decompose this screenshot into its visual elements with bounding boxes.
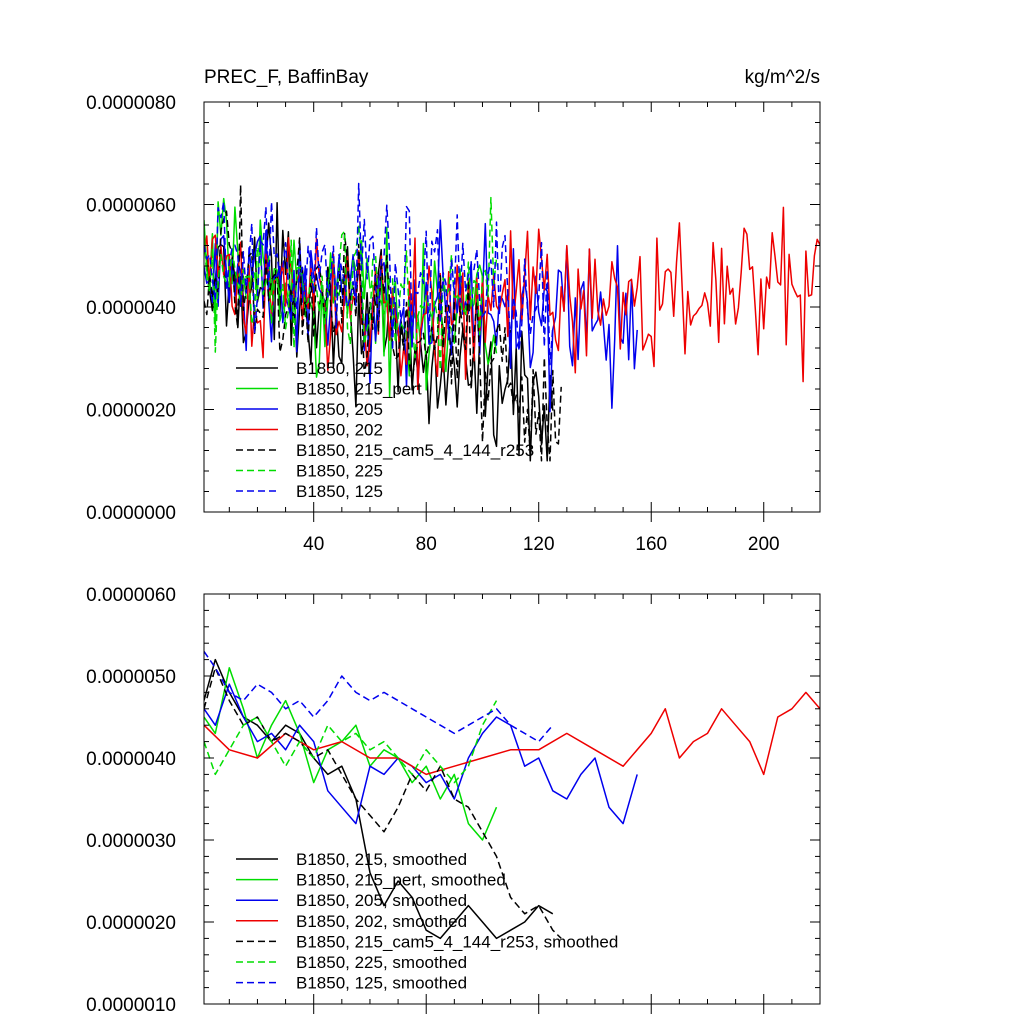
top-x-tick-label: 200 (748, 534, 780, 555)
bottom-y-tick-label: 0.0000040 (86, 749, 176, 770)
top-x-tick-label: 160 (635, 534, 667, 555)
top-x-tick-label: 120 (523, 534, 555, 555)
top-chart-panel: 0.0000000 0.0000020 0.0000040 0.0000060 0.00… (86, 93, 821, 555)
bottom-y-tick-label: 0.0000020 (86, 913, 176, 934)
top-series-line-4 (204, 206, 820, 391)
bottom-series-line-7 (204, 650, 554, 743)
bottom-chart-panel: 0.0000010 0.0000020 0.0000030 0.0000040 0.00… (86, 585, 821, 1016)
top-chart-title: PREC_F, BaffinBay (204, 67, 369, 88)
bottom-series-line-6 (204, 700, 498, 784)
bottom-legend-label: B1850, 215_cam5_4_144_r253, smoothed (296, 932, 618, 951)
bottom-series-line-4 (204, 691, 820, 776)
top-chart-units: kg/m^2/s (745, 67, 820, 88)
bottom-plot-frame (203, 593, 821, 1005)
bottom-series-line-5 (204, 667, 562, 939)
top-y-tick-label: 0.0000060 (86, 196, 176, 217)
top-y-tick-label: 0.0000080 (86, 93, 176, 114)
top-series-line-6 (204, 196, 498, 371)
bottom-legend-label: B1850, 125, smoothed (296, 974, 467, 993)
bottom-legend-label: B1850, 205, smoothed (296, 891, 467, 910)
bottom-series-line-1 (204, 658, 554, 940)
top-y-tick-label: 0.0000040 (86, 298, 176, 319)
top-legend-label: B1850, 125 (296, 482, 383, 501)
bottom-y-tick-label: 0.0000030 (86, 831, 176, 852)
top-x-tick-label: 80 (416, 534, 437, 555)
bottom-legend-label: B1850, 215_pert, smoothed (296, 871, 506, 890)
bottom-series-line-2 (204, 667, 498, 841)
top-legend-label: B1850, 205 (296, 400, 383, 419)
top-legend-label: B1850, 225 (296, 462, 383, 481)
top-series-line-7 (204, 182, 554, 366)
top-x-tick-label: 40 (303, 534, 324, 555)
top-legend-label: B1850, 215_pert (296, 380, 422, 399)
top-legend-label: B1850, 215 (296, 359, 383, 378)
bottom-y-tick-label: 0.0000050 (86, 667, 176, 688)
bottom-legend-label: B1850, 202, smoothed (296, 912, 467, 931)
top-y-tick-label: 0.0000020 (86, 401, 176, 422)
top-legend-label: B1850, 202 (296, 421, 383, 440)
top-series-line-5 (204, 184, 562, 462)
bottom-y-tick-label: 0.0000060 (86, 585, 176, 606)
bottom-legend-label: B1850, 225, smoothed (296, 953, 467, 972)
top-y-tick-label: 0.0000000 (86, 503, 176, 524)
bottom-legend-label: B1850, 215, smoothed (296, 850, 467, 869)
top-legend-label: B1850, 215_cam5_4_144_r253 (296, 441, 534, 460)
bottom-series-line-3 (204, 683, 638, 825)
bottom-y-tick-label: 0.0000010 (86, 995, 176, 1016)
bottom-legend: B1850, 215, smoothed B1850, 215_pert, smo… (236, 850, 618, 993)
